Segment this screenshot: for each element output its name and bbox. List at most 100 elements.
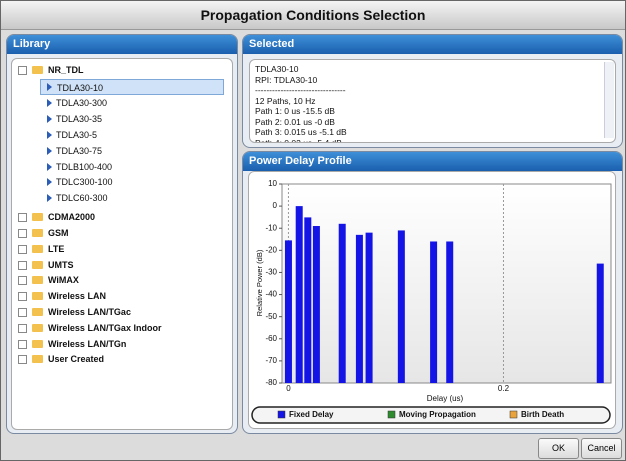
text-line: 12 Paths, 10 Hz <box>255 96 347 107</box>
bar <box>304 217 311 383</box>
tree-group[interactable]: Wireless LAN/TGac <box>48 304 131 320</box>
item-icon <box>47 115 52 123</box>
folder-icon <box>32 340 43 348</box>
folder-icon <box>32 261 43 269</box>
tree-group[interactable]: CDMA2000 <box>48 209 95 225</box>
item-icon <box>47 178 52 186</box>
bar <box>366 233 373 383</box>
folder-icon <box>32 229 43 237</box>
legend-label: Birth Death <box>521 410 564 419</box>
folder-icon <box>32 245 43 253</box>
y-tick-label: -80 <box>265 378 277 387</box>
scrollbar[interactable] <box>604 62 614 138</box>
folder-icon <box>32 213 43 221</box>
legend-swatch <box>278 411 285 418</box>
tree-group[interactable]: Wireless LAN/TGax Indoor <box>48 320 161 336</box>
legend-swatch <box>388 411 395 418</box>
tree-group[interactable]: UMTS <box>48 257 74 273</box>
item-icon <box>47 194 52 202</box>
folder-icon <box>32 276 43 284</box>
button[interactable]: Cancel <box>581 438 622 459</box>
selected-text: TDLA30-10RPI: TDLA30-10-----------------… <box>249 59 616 143</box>
expander[interactable] <box>18 324 27 333</box>
expander[interactable] <box>18 213 27 222</box>
tree-item[interactable]: TDLA30-300 <box>40 95 190 111</box>
text-line: Path 3: 0.015 us -5.1 dB <box>255 127 347 138</box>
item-icon <box>47 99 52 107</box>
y-tick-label: -10 <box>265 223 277 232</box>
y-tick-label: -40 <box>265 290 277 299</box>
text-line: Path 1: 0 us -15.5 dB <box>255 106 347 117</box>
selected-panel: Selected TDLA30-10RPI: TDLA30-10--------… <box>242 34 623 148</box>
expander[interactable] <box>18 229 27 238</box>
folder-icon <box>32 66 43 74</box>
y-axis-label: Relative Power (dB) <box>255 249 264 316</box>
y-tick-label: 10 <box>268 179 277 188</box>
tree-group[interactable]: GSM <box>48 225 69 241</box>
bar <box>339 224 346 383</box>
item-icon <box>47 131 52 139</box>
tree-group[interactable]: Wireless LAN <box>48 288 106 304</box>
panel-title: Power Delay Profile <box>243 152 622 171</box>
y-tick-label: 0 <box>273 201 278 210</box>
text-line: TDLA30-10 <box>255 64 347 75</box>
folder-icon <box>32 292 43 300</box>
x-axis-label: Delay (us) <box>427 394 464 403</box>
expander[interactable] <box>18 276 27 285</box>
expander[interactable] <box>18 245 27 254</box>
bar <box>446 241 453 383</box>
tree-group[interactable]: LTE <box>48 241 64 257</box>
tree-item[interactable]: TDLA30-10 <box>40 79 224 95</box>
legend-label: Fixed Delay <box>289 410 334 419</box>
bar <box>313 226 320 383</box>
tree-item[interactable]: TDLA30-5 <box>40 127 190 143</box>
item-icon <box>47 147 52 155</box>
y-tick-label: -60 <box>265 334 277 343</box>
expander[interactable] <box>18 261 27 270</box>
bar <box>296 206 303 383</box>
text-lines: TDLA30-10RPI: TDLA30-10-----------------… <box>255 64 347 143</box>
folder-icon <box>32 308 43 316</box>
dialog-title: Propagation Conditions Selection <box>1 1 625 30</box>
library-tree: NR_TDLTDLA30-10TDLA30-300TDLA30-35TDLA30… <box>11 58 233 430</box>
x-tick-label: 0.2 <box>498 384 510 393</box>
expander[interactable] <box>18 308 27 317</box>
item-icon <box>47 83 52 91</box>
expander[interactable] <box>18 340 27 349</box>
text-line: RPI: TDLA30-10 <box>255 75 347 86</box>
item-icon <box>47 163 52 171</box>
tree-group[interactable]: User Created <box>48 351 104 367</box>
expander[interactable] <box>18 355 27 364</box>
expander[interactable] <box>18 66 27 75</box>
chart: Relative Power (dB) Delay (us) 10 0 -10 -20… <box>248 171 616 429</box>
tree-item[interactable]: TDLC60-300 <box>40 190 190 206</box>
tree-group[interactable]: WiMAX <box>48 272 79 288</box>
bar <box>430 241 437 383</box>
bar <box>398 230 405 383</box>
bar <box>285 240 292 383</box>
y-tick-label: -30 <box>265 268 277 277</box>
panel-title: Selected <box>243 35 622 54</box>
button[interactable]: OK <box>538 438 579 459</box>
y-tick-label: -20 <box>265 245 277 254</box>
tree-item[interactable]: TDLA30-75 <box>40 143 190 159</box>
bar <box>356 235 363 383</box>
tree-group[interactable]: NR_TDL <box>48 62 84 78</box>
panel-title: Library <box>7 35 237 54</box>
folder-icon <box>32 355 43 363</box>
tree-item[interactable]: TDLA30-35 <box>40 111 190 127</box>
expander[interactable] <box>18 292 27 301</box>
bar <box>597 264 604 383</box>
tree-item[interactable]: TDLB100-400 <box>40 159 190 175</box>
x-tick-label: 0 <box>286 384 291 393</box>
y-tick-label: -50 <box>265 312 277 321</box>
legend-label: Moving Propagation <box>399 410 476 419</box>
folder-icon <box>32 324 43 332</box>
tree-item[interactable]: TDLC300-100 <box>40 174 190 190</box>
legend-swatch <box>510 411 517 418</box>
text-line: -------------------------------- <box>255 85 347 96</box>
text-line: Path 4: 0.02 us -5.4 dB <box>255 138 347 144</box>
y-tick-label: -70 <box>265 356 277 365</box>
tree-group[interactable]: Wireless LAN/TGn <box>48 336 126 352</box>
